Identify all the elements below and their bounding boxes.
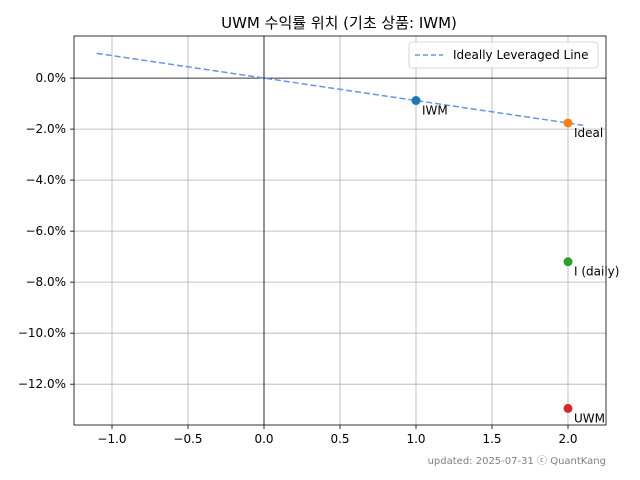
ideal-leverage-line: [96, 52, 584, 127]
point-uwm: [563, 403, 573, 413]
zero-axes: [74, 36, 606, 425]
x-tick-label: 0.5: [330, 432, 349, 446]
x-tick-label: 0.0: [254, 432, 273, 446]
point-label: I (daily): [574, 265, 619, 279]
point-label: UWM: [574, 411, 605, 425]
point-i-daily-: [563, 257, 573, 267]
y-tick-label: −2.0%: [25, 122, 66, 136]
y-tick-label: −8.0%: [25, 275, 66, 289]
legend-label: Ideally Leveraged Line: [453, 48, 589, 62]
x-tick-label: 1.0: [406, 432, 425, 446]
y-tick-label: −4.0%: [25, 173, 66, 187]
chart-title: UWM 수익률 위치 (기초 상품: IWM): [221, 14, 457, 32]
footer-text: updated: 2025-07-31 ⓒ QuantKang: [428, 455, 606, 467]
legend-box: [408, 41, 599, 69]
point-ideal: [563, 118, 573, 128]
y-tick-label: −6.0%: [25, 224, 66, 238]
y-tick-label: −10.0%: [18, 326, 66, 340]
reference-line-layer: [96, 52, 584, 127]
point-label: Ideal: [574, 126, 603, 140]
grid: [74, 36, 606, 425]
legend: Ideally Leveraged Line: [408, 41, 599, 69]
x-tick-label: 2.0: [558, 432, 577, 446]
x-tick-label: −0.5: [173, 432, 202, 446]
x-tick-label: 1.5: [482, 432, 501, 446]
y-tick-label: 0.0%: [36, 71, 67, 85]
point-iwm: [411, 96, 421, 106]
x-tick-label: −1.0: [97, 432, 126, 446]
points-layer: [411, 96, 573, 413]
x-axis-ticks: −1.0 −0.5 0.0 0.5 1.0 1.5 2.0: [97, 425, 578, 446]
y-tick-label: −12.0%: [18, 377, 66, 391]
y-axis-ticks: 0.0% −2.0% −4.0% −6.0% −8.0% −10.0% −12.0%: [18, 71, 74, 391]
point-label: IWM: [422, 104, 448, 118]
point-labels-layer: IWM Ideal I (daily) UWM: [422, 104, 619, 426]
